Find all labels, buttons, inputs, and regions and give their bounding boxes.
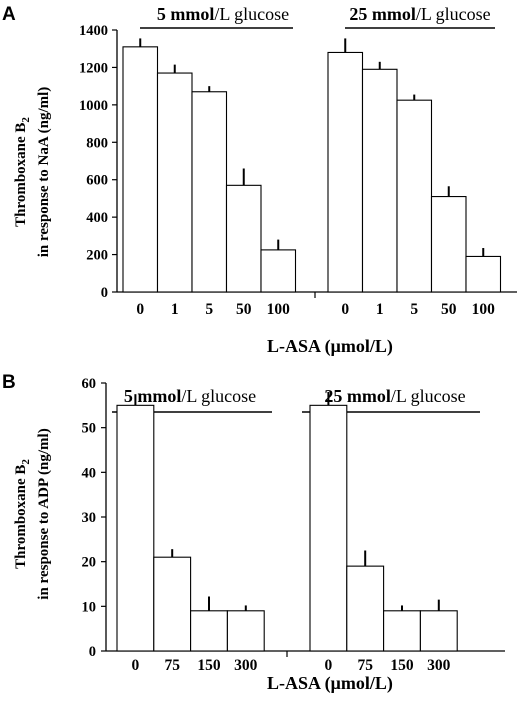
bar xyxy=(396,99,433,293)
bar xyxy=(191,91,228,293)
y-tick-label: 50 xyxy=(82,421,97,437)
y-tick-label: 1200 xyxy=(79,60,108,76)
bar xyxy=(116,404,155,652)
bar xyxy=(122,46,159,293)
x-tick-label: 5 xyxy=(205,301,213,318)
x-tick-label: 300 xyxy=(234,657,258,674)
x-tick-label: 150 xyxy=(197,657,221,674)
bar xyxy=(383,610,421,652)
y-tick-label: 60 xyxy=(82,376,97,392)
bar xyxy=(190,610,228,652)
group-label: 5 mmol/L glucose xyxy=(157,4,289,24)
bar xyxy=(465,255,502,293)
group-label: 25 mmol/L glucose xyxy=(349,4,490,24)
y-axis-label-line2: in response to NaA (ng/ml) xyxy=(36,87,52,258)
y-axis-label-line1: Thromboxane B2 xyxy=(13,459,32,569)
x-tick-label: 100 xyxy=(267,301,291,318)
y-tick-label: 200 xyxy=(86,248,108,264)
x-tick-label: 300 xyxy=(427,657,451,674)
y-tick-label: 0 xyxy=(101,285,108,301)
group-label-rest-part: /L glucose xyxy=(214,4,289,24)
group-label-bold-part: 25 mmol xyxy=(324,386,391,406)
group-label-rest-part: /L glucose xyxy=(181,386,256,406)
group-label-rest-part: /L glucose xyxy=(416,4,491,24)
x-tick-label: 50 xyxy=(236,301,252,318)
panel-letter: A xyxy=(2,4,16,25)
x-axis-label: L-ASA (µmol/L) xyxy=(267,673,393,694)
panel-letter: B xyxy=(2,372,16,393)
x-axis-label: L-ASA (µmol/L) xyxy=(267,336,393,357)
y-axis-label-main: Thromboxane B xyxy=(13,465,29,569)
x-tick-label: 1 xyxy=(171,301,179,318)
x-tick-label: 75 xyxy=(164,657,180,674)
x-tick-label: 5 xyxy=(410,301,418,318)
bar xyxy=(361,68,398,293)
x-tick-label: 150 xyxy=(390,657,414,674)
bar-group: 5 mmol/L glucose 0 75 150 300 xyxy=(112,386,272,674)
y-axis-label-main: Thromboxane B xyxy=(13,123,29,227)
x-tick-label: 50 xyxy=(441,301,457,318)
bar xyxy=(260,249,297,293)
group-label-bold-part: 5 mmol xyxy=(157,4,215,24)
x-tick-label: 1 xyxy=(376,301,384,318)
bar xyxy=(419,610,458,652)
bar xyxy=(226,610,265,652)
x-tick-label: 0 xyxy=(341,301,349,318)
y-tick-label: 600 xyxy=(86,173,108,189)
x-tick-label: 100 xyxy=(472,301,496,318)
bar-group: 25 mmol/L glucose 0 1 5 50 100 xyxy=(327,4,502,318)
group-label-rest-part: /L glucose xyxy=(391,386,466,406)
y-tick-label: 1000 xyxy=(79,98,108,114)
y-axis-label-subscript: 2 xyxy=(20,459,32,465)
x-tick-label: 0 xyxy=(132,657,140,674)
y-tick-label: 30 xyxy=(82,510,97,526)
y-tick-label: 40 xyxy=(82,465,97,481)
x-tick-label: 75 xyxy=(357,657,373,674)
bar xyxy=(153,556,192,652)
bar xyxy=(430,196,467,293)
bar xyxy=(309,404,348,652)
bar-group: 25 mmol/L glucose 0 75 150 300 xyxy=(302,386,480,674)
group-label-bold-part: 25 mmol xyxy=(349,4,416,24)
y-tick-label: 800 xyxy=(86,135,108,151)
bar-group: 5 mmol/L glucose 0 1 5 50 100 xyxy=(122,4,297,318)
y-tick-label: 1400 xyxy=(79,23,108,39)
y-tick-label: 0 xyxy=(89,644,96,660)
group-label: 5 mmol/L glucose xyxy=(124,386,256,406)
bar xyxy=(346,565,385,652)
bar xyxy=(327,51,364,293)
y-axis-label-line1: Thromboxane B2 xyxy=(13,117,32,227)
group-label: 25 mmol/L glucose xyxy=(324,386,465,406)
y-axis-label-subscript: 2 xyxy=(20,117,32,123)
group-label-bold-part: 5 mmol xyxy=(124,386,182,406)
y-tick-label: 20 xyxy=(82,555,97,571)
y-tick-label: 10 xyxy=(82,599,97,615)
bar xyxy=(156,72,193,293)
y-tick-label: 400 xyxy=(86,210,108,226)
bar xyxy=(225,184,262,293)
x-tick-label: 0 xyxy=(136,301,144,318)
x-tick-label: 0 xyxy=(325,657,333,674)
y-axis-label-line2: in response to ADP (ng/ml) xyxy=(36,428,52,599)
